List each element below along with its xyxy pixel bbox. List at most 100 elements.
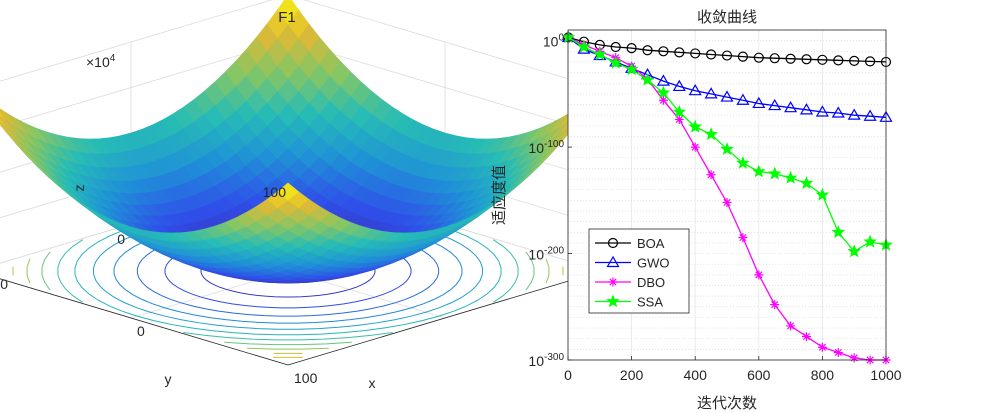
data-point xyxy=(736,155,750,169)
data-point xyxy=(768,98,782,111)
y-tick-exp: -200 xyxy=(544,246,564,257)
base-contour xyxy=(57,239,83,303)
base-contour xyxy=(493,239,519,303)
data-point xyxy=(815,187,830,201)
y-tick-label: 10-100 xyxy=(528,139,564,156)
y-tick-label: 0 xyxy=(117,231,125,247)
data-point xyxy=(864,56,876,67)
series-line-boa xyxy=(568,36,887,63)
y-tick-label: 100 xyxy=(543,33,565,50)
data-point xyxy=(656,85,671,99)
x-tick-label: 0 xyxy=(137,323,145,339)
base-contour xyxy=(224,341,352,346)
data-point xyxy=(784,101,798,113)
data-point xyxy=(608,55,623,69)
legend-marker xyxy=(607,237,619,249)
surface-mesh xyxy=(0,0,603,284)
legend-entry-gwo: GWO xyxy=(595,256,670,271)
surface-patch xyxy=(0,112,6,121)
x-tick-label: 800 xyxy=(811,367,835,383)
convergence-ylabel: 适应度值 xyxy=(490,165,508,225)
y-tick-exp: 0 xyxy=(558,33,564,44)
surface-frame xyxy=(0,270,603,366)
data-point xyxy=(656,74,670,86)
data-point xyxy=(674,114,684,124)
legend-marker xyxy=(608,277,618,287)
y-tick-base: 10 xyxy=(528,353,544,369)
data-point xyxy=(786,321,796,331)
data-point xyxy=(642,45,653,56)
data-point xyxy=(736,93,750,105)
z-multiplier: ×104 xyxy=(86,53,116,70)
data-point xyxy=(769,53,780,64)
data-point xyxy=(640,72,655,86)
x-axis-label: x xyxy=(369,375,376,391)
base-contour xyxy=(26,258,31,284)
data-point xyxy=(688,119,702,133)
z-multiplier-base: ×10 xyxy=(86,54,110,70)
data-point xyxy=(672,104,687,118)
base-contour xyxy=(247,347,329,350)
data-point xyxy=(799,176,814,189)
data-point xyxy=(672,79,686,92)
data-point xyxy=(849,353,859,363)
data-point xyxy=(817,342,827,352)
data-point xyxy=(849,55,860,66)
data-point xyxy=(704,127,718,141)
y-tick-label: 10-200 xyxy=(528,246,564,263)
data-point xyxy=(770,300,780,310)
data-point xyxy=(690,142,700,152)
data-point xyxy=(722,197,732,207)
data-point xyxy=(785,53,796,64)
data-point xyxy=(738,233,748,243)
data-point xyxy=(658,46,669,57)
data-point xyxy=(626,42,637,54)
data-point xyxy=(705,49,717,60)
x-tick-label: -100 xyxy=(0,276,8,292)
y-tick-label: 100 xyxy=(263,184,287,200)
legend-label: DBO xyxy=(637,275,665,290)
series-line-gwo xyxy=(567,36,887,118)
base-contour xyxy=(41,251,51,291)
x-tick-label: 0 xyxy=(564,367,572,383)
data-point xyxy=(801,54,812,65)
data-point xyxy=(863,234,877,248)
series-boa xyxy=(563,32,892,68)
y-tick-base: 10 xyxy=(528,247,544,263)
surface-patch xyxy=(0,118,6,127)
base-contour xyxy=(545,258,550,284)
legend-entry-dbo: DBO xyxy=(595,275,665,290)
y-tick-exp: -100 xyxy=(544,139,564,150)
data-point xyxy=(674,47,685,58)
legend-entry-ssa: SSA xyxy=(595,294,663,310)
data-point xyxy=(831,106,845,118)
x-tick-label: 400 xyxy=(684,367,708,383)
y-tick-exp: -300 xyxy=(544,352,564,363)
data-point xyxy=(688,83,702,96)
legend-label: SSA xyxy=(637,295,663,310)
z-axis-label: z xyxy=(71,185,87,192)
data-point xyxy=(720,90,734,102)
data-point xyxy=(847,108,861,120)
data-point xyxy=(721,50,733,61)
z-multiplier-exp: 4 xyxy=(110,53,116,64)
data-point xyxy=(817,54,828,65)
plot-frame xyxy=(567,29,887,361)
x-tick-label: 1000 xyxy=(870,367,901,383)
data-point xyxy=(847,244,861,258)
x-tick-label: 600 xyxy=(747,367,771,383)
data-point xyxy=(833,348,843,358)
z-gridline xyxy=(0,0,603,90)
y-tick-label: 10-300 xyxy=(528,352,564,369)
data-point xyxy=(767,166,782,180)
x-tick-label: 100 xyxy=(294,370,318,386)
y-tick-base: 10 xyxy=(528,140,544,156)
base-contour xyxy=(525,251,535,291)
legend-label: BOA xyxy=(637,236,665,251)
data-point xyxy=(833,55,844,66)
legend-label: GWO xyxy=(637,256,670,271)
